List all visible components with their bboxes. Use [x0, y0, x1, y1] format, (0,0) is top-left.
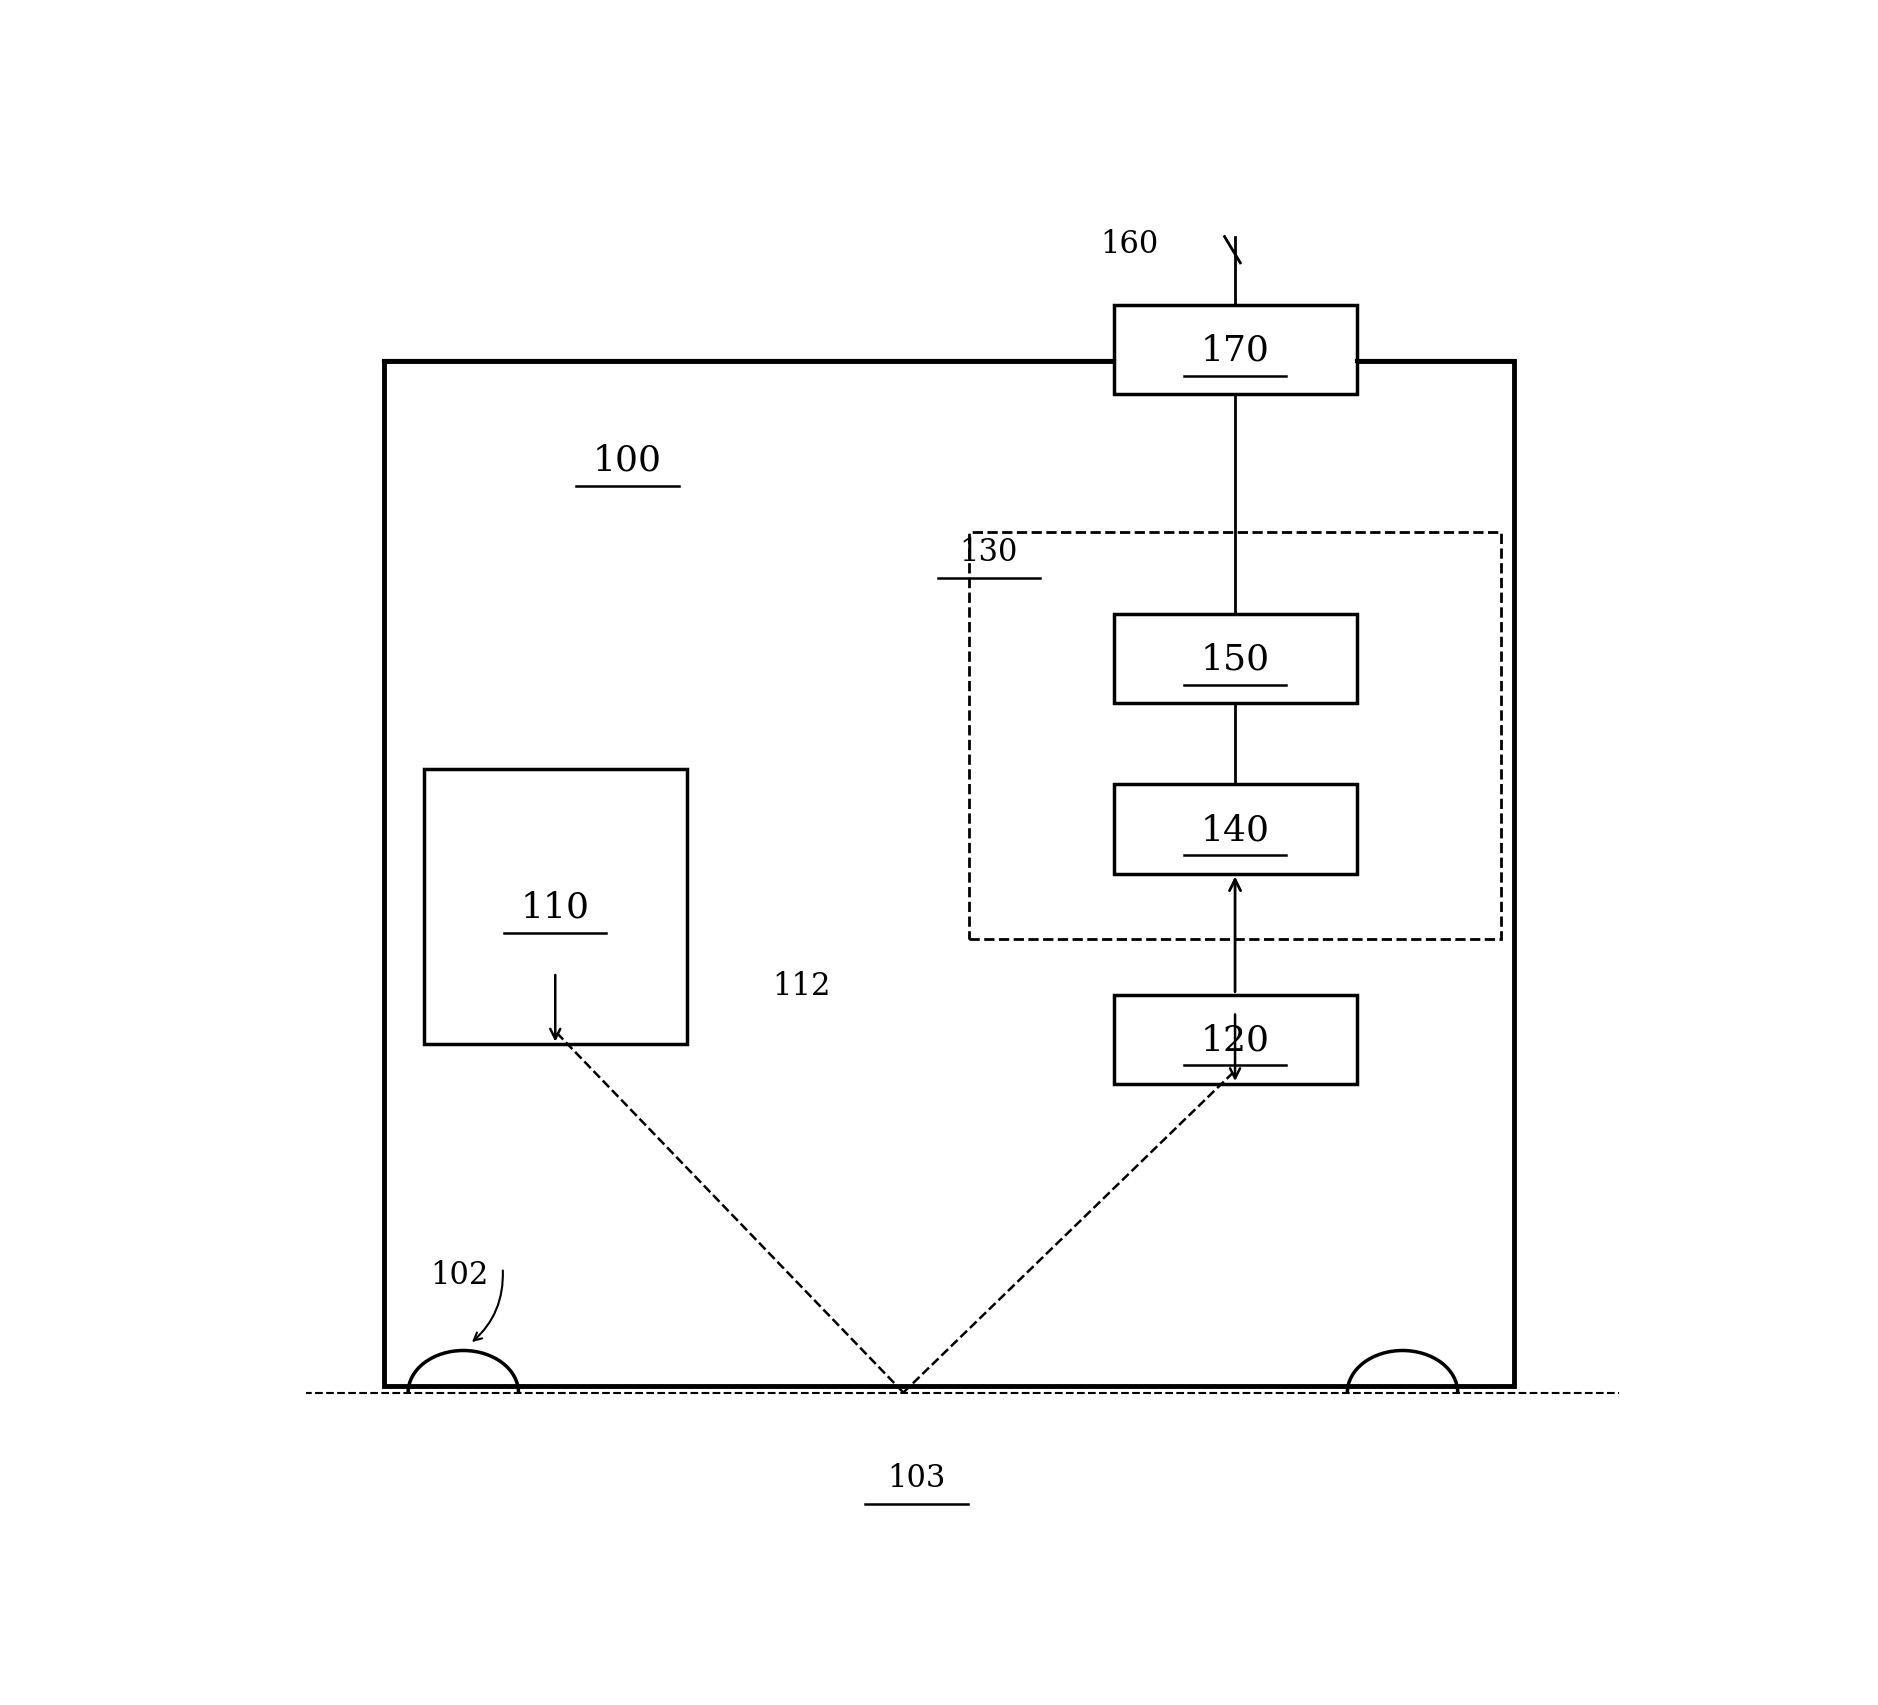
Text: 140: 140	[1200, 813, 1270, 846]
Bar	[1114, 784, 1356, 875]
Text: 102: 102	[430, 1258, 488, 1291]
Bar	[424, 769, 687, 1045]
Text: 100: 100	[593, 443, 663, 477]
Text: 110: 110	[520, 890, 590, 924]
Text: 160: 160	[1101, 228, 1159, 259]
Bar	[1114, 996, 1356, 1084]
Text: 130: 130	[960, 537, 1018, 568]
Bar	[1114, 614, 1356, 704]
Bar	[969, 532, 1501, 939]
Text: 112: 112	[772, 970, 830, 1001]
Text: 150: 150	[1200, 641, 1270, 675]
Bar	[385, 361, 1514, 1386]
Text: 120: 120	[1200, 1023, 1270, 1057]
Bar	[1114, 305, 1356, 396]
Text: 103: 103	[886, 1463, 947, 1494]
Text: 170: 170	[1200, 334, 1270, 367]
